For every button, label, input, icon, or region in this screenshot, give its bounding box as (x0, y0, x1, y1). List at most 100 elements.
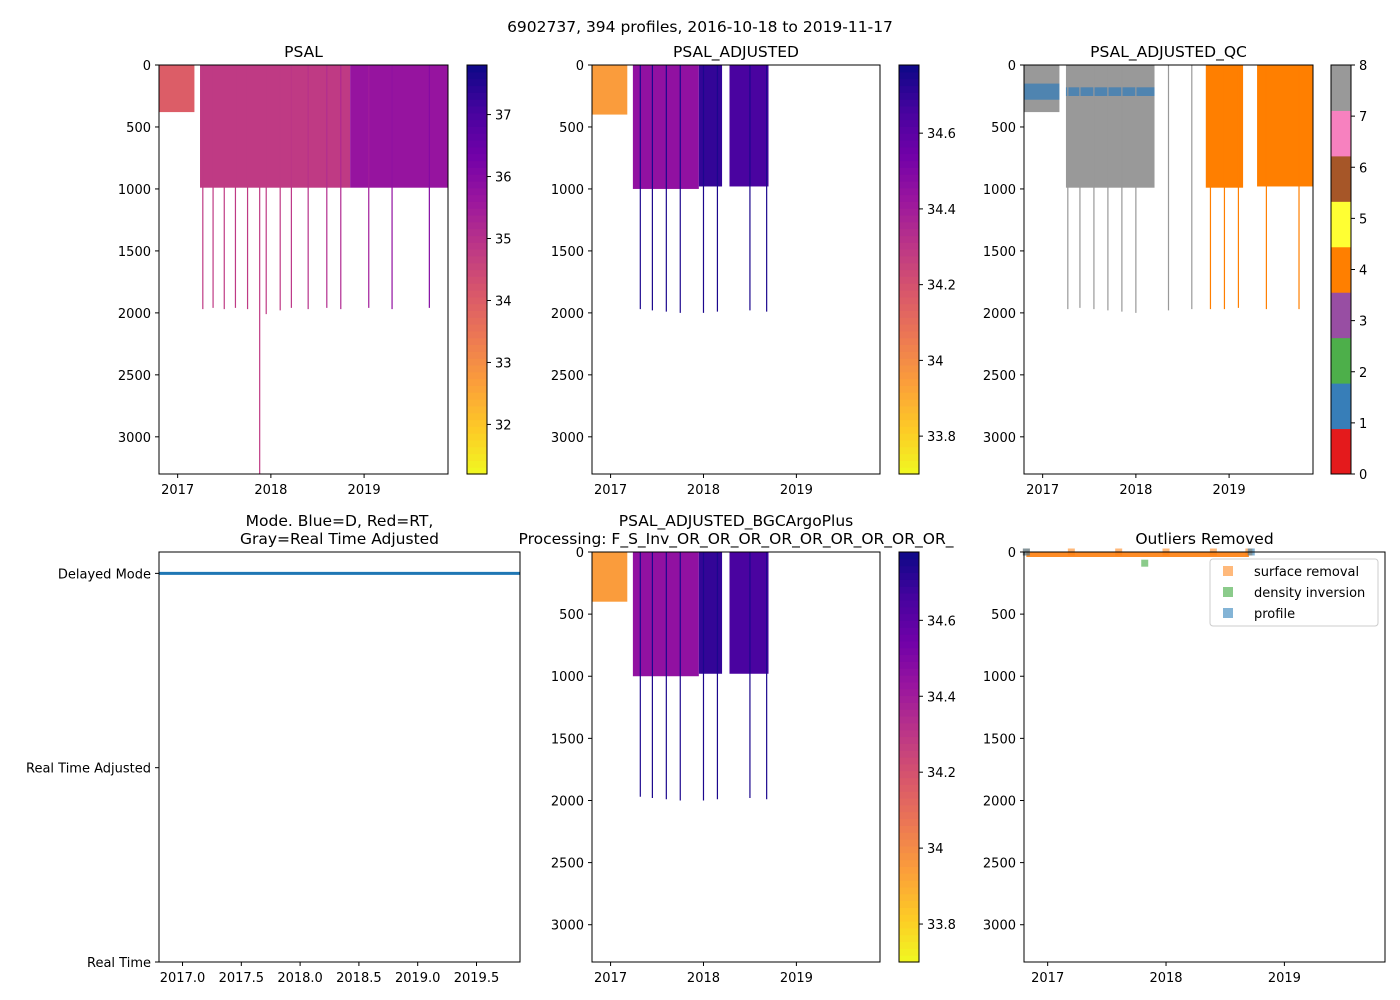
psal_adj-colorbar-tick-label: 34 (927, 354, 944, 369)
bgc-colorbar-step (899, 907, 919, 915)
psal_adj-ytick-label: 3000 (551, 431, 584, 446)
psal-colorbar-step (467, 153, 487, 162)
outliers-ytick-label: 500 (991, 608, 1016, 623)
bgc-data-block (592, 552, 628, 602)
outliers-surface-removal-band (1026, 552, 1249, 557)
psal_adj-colorbar-step (899, 337, 919, 346)
psal-colorbar-step (467, 344, 487, 352)
psal_adj-data-block (698, 65, 723, 187)
psal-colorbar-step (467, 65, 487, 73)
psal-ytick-label: 0 (143, 59, 151, 74)
bgc-colorbar-step (899, 661, 919, 669)
psal_adj-colorbar-step (899, 194, 919, 202)
psal_adj-xtick-label: 2017 (594, 483, 627, 498)
psal_qc-ytick-label: 3000 (983, 431, 1016, 446)
psal-colorbar-step (467, 71, 487, 80)
psal_adj-colorbar-step (899, 112, 919, 121)
outliers-xtick-label: 2017 (1031, 971, 1064, 986)
psal_adj-colorbar-tick-label: 33.8 (927, 430, 956, 445)
psal-colorbar-step (467, 92, 487, 100)
bgc-colorbar-step (899, 743, 919, 751)
psal-ytick-label: 2500 (118, 369, 151, 384)
figure-suptitle: 6902737, 394 profiles, 2016-10-18 to 201… (507, 18, 893, 36)
bgc-colorbar-step (899, 921, 919, 929)
psal_adj-colorbar-step (899, 105, 919, 114)
bgc-colorbar-step (899, 613, 919, 621)
bgc-colorbar-step (899, 709, 919, 717)
bgc-colorbar-step (899, 784, 919, 792)
psal_qc-ytick-label: 0 (1008, 59, 1016, 74)
psal_adj-colorbar-step (899, 92, 919, 100)
psal_adj-colorbar-step (899, 405, 919, 414)
psal-ytick-label: 500 (126, 121, 151, 136)
psal_qc-ytick-label: 1000 (983, 183, 1016, 198)
psal_adj-colorbar-step (899, 364, 919, 373)
bgc-xtick-label: 2017 (594, 971, 627, 986)
bgc-colorbar-step (899, 757, 919, 765)
outliers-title-line-1: Outliers Removed (1135, 530, 1273, 548)
psal_adj-colorbar-step (899, 146, 919, 155)
psal_qc-ytick-label: 2000 (983, 307, 1016, 322)
psal_adj-colorbar-step (899, 242, 919, 250)
psal-colorbar-step (467, 221, 487, 230)
bgc-ytick-label: 500 (559, 608, 584, 623)
psal-colorbar-step (467, 412, 487, 421)
psal_adj-xtick-label: 2019 (780, 483, 813, 498)
bgc-colorbar-tick-label: 34.4 (927, 690, 956, 705)
psal_qc-colorbar-tick-label: 5 (1359, 212, 1367, 227)
bgc-colorbar-step (899, 818, 919, 826)
bgc-ytick-label: 0 (576, 546, 584, 561)
psal_adj-colorbar-step (899, 351, 919, 359)
outliers-legend-label: surface removal (1254, 565, 1359, 580)
bgc-xtick-label: 2018 (687, 971, 720, 986)
bgc-colorbar-step (899, 948, 919, 956)
psal_adj-colorbar-step (899, 330, 919, 339)
bgc-colorbar-step (899, 791, 919, 799)
bgc-colorbar-step (899, 770, 919, 779)
psal-colorbar-step (467, 419, 487, 427)
psal-colorbar-step (467, 235, 487, 243)
psal_adj-colorbar-step (899, 317, 919, 325)
psal_adj-colorbar-step (899, 249, 919, 257)
psal_qc-colorbar-tick-label: 1 (1359, 417, 1367, 432)
outliers-ytick-label: 0 (1008, 546, 1016, 561)
psal_qc-ytick-label: 2500 (983, 369, 1016, 384)
mode-title-line-2: Gray=Real Time Adjusted (240, 530, 439, 548)
psal-colorbar-step (467, 371, 487, 380)
psal_qc-colorbar-tick-label: 6 (1359, 161, 1367, 176)
psal_adj-ytick-label: 1000 (551, 183, 584, 198)
psal-colorbar-step (467, 201, 487, 209)
bgc-colorbar-step (899, 579, 919, 587)
psal_adj-colorbar-step (899, 78, 919, 87)
psal_adj-colorbar-step (899, 399, 919, 407)
bgc-colorbar-frame (898, 551, 920, 963)
bgc-colorbar-step (899, 941, 919, 949)
psal_adj-xtick-label: 2018 (687, 483, 720, 498)
mode-title-line-1: Mode. Blue=D, Red=RT, (246, 512, 434, 530)
psal_adj-colorbar-step (899, 262, 919, 271)
bgc-data-block (729, 552, 769, 674)
bgc-colorbar-tick-label: 34 (927, 842, 944, 857)
psal_adj-data-block (729, 65, 769, 187)
psal-colorbar-step (467, 467, 487, 475)
bgc-ytick-label: 1500 (551, 732, 584, 747)
psal-colorbar-step (467, 139, 487, 148)
psal_qc-colorbar-tick-label: 2 (1359, 366, 1367, 381)
psal_qc-colorbar-qc-1 (1331, 383, 1351, 430)
psal-colorbar-step (467, 167, 487, 175)
psal_adj-colorbar-step (899, 85, 919, 93)
psal_adj-ytick-label: 500 (559, 121, 584, 136)
psal-colorbar-step (467, 228, 487, 237)
psal_adj-colorbar-tick-label: 34.2 (927, 279, 956, 294)
psal-colorbar-tick-label: 35 (495, 233, 512, 248)
outliers-legend (1209, 558, 1379, 627)
mode-xtick-label: 2019.5 (454, 971, 500, 986)
psal_qc-colorbar-qc-3 (1331, 292, 1351, 339)
psal_adj-colorbar-step (899, 303, 919, 311)
psal_adj-colorbar-step (899, 324, 919, 332)
psal-colorbar-step (467, 351, 487, 359)
psal_adj-colorbar-frame (898, 64, 920, 475)
psal_adj-colorbar-step (899, 344, 919, 352)
bgc-colorbar-step (899, 736, 919, 744)
psal-colorbar-step (467, 453, 487, 461)
